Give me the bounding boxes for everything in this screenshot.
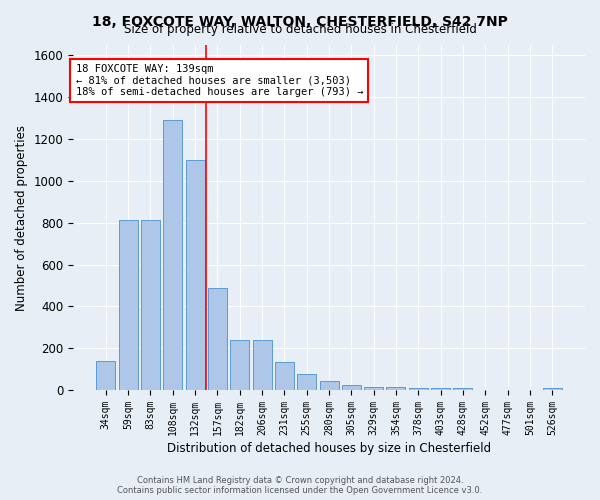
Text: 18 FOXCOTE WAY: 139sqm
← 81% of detached houses are smaller (3,503)
18% of semi-: 18 FOXCOTE WAY: 139sqm ← 81% of detached…: [76, 64, 363, 97]
Bar: [454, 388, 472, 390]
Bar: [96, 361, 115, 390]
Bar: [297, 374, 316, 390]
Bar: [342, 385, 361, 390]
Bar: [253, 340, 272, 390]
Text: Size of property relative to detached houses in Chesterfield: Size of property relative to detached ho…: [124, 22, 476, 36]
Bar: [185, 160, 205, 390]
Bar: [119, 220, 137, 390]
Bar: [320, 380, 338, 390]
Text: 18, FOXCOTE WAY, WALTON, CHESTERFIELD, S42 7NP: 18, FOXCOTE WAY, WALTON, CHESTERFIELD, S…: [92, 15, 508, 29]
Bar: [275, 362, 294, 390]
Y-axis label: Number of detached properties: Number of detached properties: [15, 124, 28, 310]
Bar: [386, 387, 406, 390]
Bar: [230, 340, 249, 390]
Bar: [431, 388, 450, 390]
Text: Contains HM Land Registry data © Crown copyright and database right 2024.
Contai: Contains HM Land Registry data © Crown c…: [118, 476, 482, 495]
Bar: [163, 120, 182, 390]
Bar: [208, 288, 227, 390]
Bar: [141, 220, 160, 390]
X-axis label: Distribution of detached houses by size in Chesterfield: Distribution of detached houses by size …: [167, 442, 491, 455]
Bar: [364, 387, 383, 390]
Bar: [543, 388, 562, 390]
Bar: [409, 388, 428, 390]
